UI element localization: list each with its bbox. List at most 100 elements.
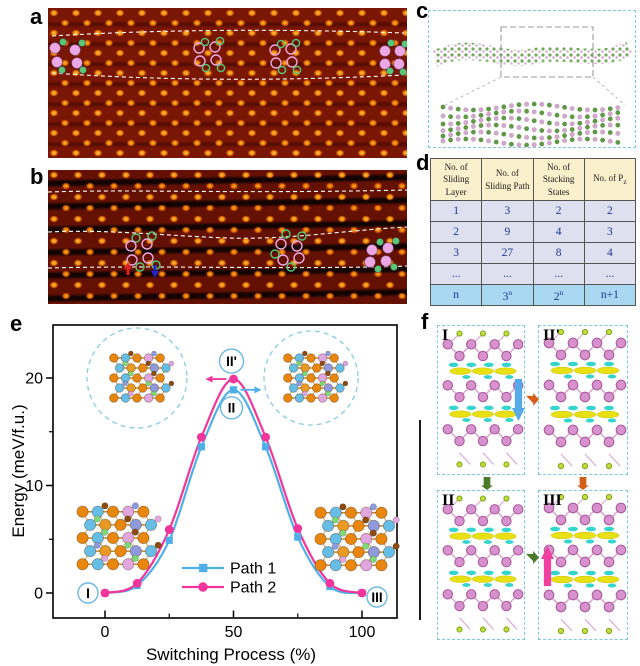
state-annotation-circle <box>219 396 244 420</box>
atom-outline-marker <box>216 63 226 73</box>
table-cell: 2n <box>532 284 585 306</box>
atom-outline-marker <box>297 231 307 241</box>
layer-boundary-line <box>48 189 407 193</box>
blue-down-arrow-icon <box>151 265 159 278</box>
atom-outline-marker <box>292 65 302 75</box>
table-cell: 2 <box>532 200 585 222</box>
svg-text:10: 10 <box>25 478 43 495</box>
layer-boundary-line <box>48 265 407 269</box>
table-cell: 2 <box>583 200 637 222</box>
x-axis-label: Switching Process (%) <box>146 645 316 664</box>
table-cell: ... <box>532 263 585 285</box>
panel-label-a: a <box>30 4 43 29</box>
sliding-arrow-blue-down-icon <box>512 379 525 421</box>
atom-outline-marker <box>269 44 281 56</box>
table-header-cell: No. of Sliding Path <box>481 158 534 201</box>
atom-outline-marker <box>291 38 301 48</box>
table-row: n 3n 2n n+1 <box>429 284 637 306</box>
table-row: ............ <box>429 263 637 285</box>
atom-outline-marker <box>285 43 297 55</box>
sliding-arrow-pink-up-icon <box>541 546 554 586</box>
transition-arrow-I-to-IIprime-icon <box>526 393 539 406</box>
table-row: 3 27 8 4 <box>429 242 637 264</box>
atom-overlay-marker <box>385 66 395 76</box>
table-cell: 1 <box>429 200 483 222</box>
atom-overlay-marker <box>366 244 378 256</box>
stm-a-annotation-overlay <box>49 29 407 80</box>
atom-outline-marker <box>135 262 145 272</box>
svg-text:20: 20 <box>25 371 43 388</box>
charge-density-panel-III: III <box>538 490 628 640</box>
f-label-I: I <box>442 327 449 344</box>
atom-overlay-marker <box>391 236 401 246</box>
state-annotation-circle <box>218 348 245 374</box>
table-cell: 9 <box>481 221 534 243</box>
atom-overlay-marker <box>379 58 391 70</box>
path2-marker <box>261 432 271 442</box>
state-annotation-label: II <box>228 401 236 416</box>
path2-marker <box>325 578 335 588</box>
atom-overlay-marker <box>69 44 81 56</box>
table-header-cell: No. of Sliding Layer <box>429 158 483 201</box>
transition-arrow-I-to-II-icon <box>481 477 493 490</box>
table-cell: 27 <box>481 242 534 264</box>
path1-marker <box>197 443 205 451</box>
atom-outline-marker <box>200 37 210 47</box>
table-cell: 3 <box>429 242 483 264</box>
atom-overlay-marker <box>386 38 396 48</box>
inset-dashed-circle <box>86 327 188 429</box>
atom-outline-marker <box>142 252 154 264</box>
panel-label-e: e <box>10 311 23 336</box>
atom-outline-marker <box>201 63 211 73</box>
path2-marker <box>164 525 174 534</box>
path1-marker <box>294 533 302 541</box>
atom-overlay-marker <box>49 42 61 54</box>
table-cell: n <box>429 284 483 306</box>
atom-outline-marker <box>147 231 157 241</box>
atom-outline-marker <box>125 240 137 252</box>
atom-outline-marker <box>131 233 141 243</box>
state-annotation-label: III <box>371 590 382 605</box>
atom-outline-marker <box>126 254 138 266</box>
atom-outline-marker <box>275 238 287 250</box>
f-label-IIprime: II' <box>543 327 560 344</box>
charge-density-panel-I: I <box>437 325 525 475</box>
state-annotation-label: I <box>86 586 90 601</box>
layer-boundary-line <box>48 226 407 239</box>
atom-overlay-marker <box>78 65 88 75</box>
transition-arrow-IIprime-to-III-icon <box>577 477 589 490</box>
inset-dashed-circle <box>263 330 359 426</box>
table-header-cell: No. of Pz <box>583 158 637 201</box>
table-cell: ... <box>429 263 483 285</box>
atom-overlay-marker <box>375 237 385 247</box>
legend-label: Path 1 <box>230 561 276 578</box>
stacking-table: No. of Sliding Layer No. of Sliding Path N… <box>429 158 637 306</box>
charge-density-structure <box>543 493 627 635</box>
path2-marker <box>293 524 303 533</box>
table-cell: 3 <box>481 200 534 222</box>
state-annotation-circle <box>366 586 388 608</box>
atom-overlay-marker <box>71 57 83 69</box>
atom-outline-marker <box>286 56 298 68</box>
domain-boundary-line <box>51 72 405 80</box>
atom-outline-marker <box>291 240 303 252</box>
atom-overlay-marker <box>400 39 407 49</box>
path2-marker <box>357 588 367 598</box>
domain-boundary-line <box>51 29 405 37</box>
charge-density-structure <box>543 328 627 470</box>
panel-label-f: f <box>421 309 429 334</box>
charge-density-panel-II: II <box>437 490 525 640</box>
stm-b-annotation-overlay <box>48 189 407 278</box>
path2-marker <box>100 588 110 598</box>
atom-overlay-marker <box>394 45 406 57</box>
path2-marker <box>229 374 238 384</box>
table-cell: 3n <box>481 284 534 306</box>
atom-outline-marker <box>194 55 206 67</box>
state-annotation-label: II' <box>226 354 237 369</box>
atom-outline-marker <box>286 262 296 272</box>
atom-outline-marker <box>277 254 289 266</box>
atom-outline-marker <box>277 65 287 75</box>
atom-overlay-marker <box>379 45 391 57</box>
